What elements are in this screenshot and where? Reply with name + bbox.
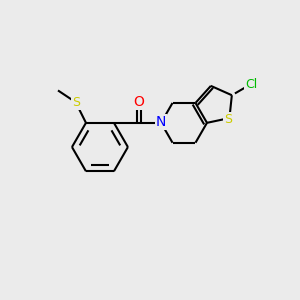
Text: N: N [156, 115, 166, 129]
Text: O: O [134, 94, 144, 109]
Text: S: S [224, 113, 232, 126]
Text: Cl: Cl [245, 78, 257, 91]
Text: S: S [72, 96, 80, 109]
